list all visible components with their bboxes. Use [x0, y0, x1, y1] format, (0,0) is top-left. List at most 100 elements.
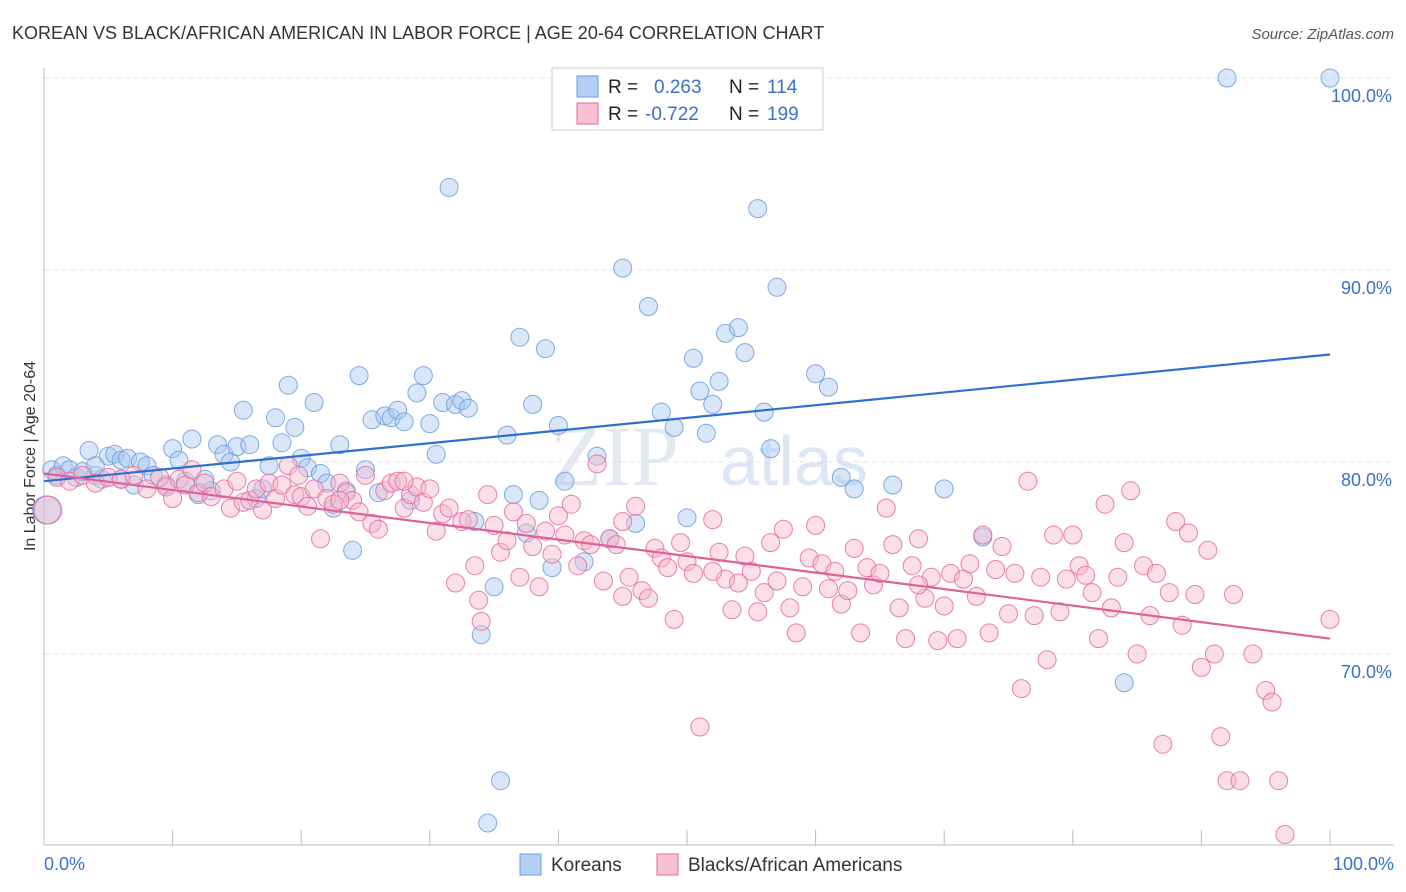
korean-point — [323, 498, 343, 518]
black-point — [478, 485, 498, 505]
korean-point — [696, 423, 716, 443]
y-tick-label-80: 80.0% — [1341, 470, 1392, 490]
korean-point — [246, 489, 266, 508]
black-point — [163, 489, 183, 508]
black-point — [780, 598, 800, 618]
korean-point — [510, 327, 530, 347]
black-point — [510, 567, 530, 587]
black-point — [1269, 771, 1289, 791]
black-point — [619, 567, 639, 587]
black-point — [1211, 727, 1231, 747]
black-point — [806, 515, 826, 535]
trend-lines — [43, 353, 1331, 640]
black-point — [529, 577, 549, 597]
korean-point — [330, 435, 350, 455]
black-point — [246, 479, 266, 499]
black-point — [947, 629, 967, 649]
black-point — [150, 467, 170, 487]
black-point — [909, 529, 928, 549]
black-point — [1114, 533, 1134, 553]
black-point — [658, 558, 678, 578]
black-point — [1243, 644, 1263, 664]
black-point — [1056, 569, 1076, 589]
black-point — [568, 556, 588, 576]
black-point — [375, 481, 395, 501]
korean-point — [831, 467, 851, 487]
black-point — [741, 561, 761, 581]
black-point — [182, 460, 202, 480]
korean-point — [613, 258, 633, 278]
korean-point — [111, 450, 131, 470]
black-point — [876, 498, 896, 518]
black-point — [272, 475, 292, 495]
black-point — [1044, 525, 1063, 545]
black-point — [664, 609, 684, 629]
korean-point — [388, 400, 408, 420]
korean-point — [503, 485, 523, 505]
korean-point — [446, 394, 465, 414]
black-point — [1063, 525, 1083, 545]
black-point — [561, 494, 581, 514]
x-tick-label-min: 0.0% — [44, 854, 85, 874]
black-point — [1217, 771, 1237, 791]
korean-point — [523, 394, 543, 414]
black-point — [1089, 629, 1108, 649]
black-point — [542, 544, 562, 564]
legend-koreans-label: Koreans — [551, 855, 622, 876]
black-point — [469, 590, 489, 610]
korean-point — [819, 377, 838, 397]
black-point — [1005, 563, 1025, 583]
korean-point — [761, 439, 781, 459]
black-point — [1262, 692, 1282, 712]
black-point — [323, 494, 343, 514]
black-point — [420, 479, 440, 499]
y-axis-label: In Labor Force | Age 20-64 — [22, 361, 39, 551]
black-point — [703, 561, 723, 581]
korean-point — [735, 343, 755, 363]
korean-point — [638, 297, 658, 316]
black-point — [1050, 602, 1070, 622]
korean-point — [240, 435, 260, 455]
black-point — [1095, 494, 1115, 514]
legend-blacks-label: Blacks/African Americans — [688, 855, 902, 876]
koreans-swatch — [576, 75, 599, 98]
korean-point — [169, 450, 189, 470]
black-point — [1076, 565, 1096, 585]
black-point — [941, 563, 961, 583]
black-point — [356, 465, 375, 485]
black-point — [1121, 481, 1141, 501]
korean-point — [266, 408, 285, 428]
korean-point — [555, 471, 575, 491]
black-point — [471, 611, 491, 631]
korean-point — [163, 439, 183, 459]
black-point — [1256, 681, 1276, 700]
black-point — [896, 629, 916, 649]
black-point — [1224, 585, 1243, 604]
black-point — [1018, 471, 1038, 491]
korean-point — [285, 417, 305, 437]
black-point — [722, 600, 742, 620]
series-legend: Koreans Blacks/African Americans — [519, 853, 902, 876]
korean-point — [542, 558, 562, 578]
black-point — [786, 623, 806, 643]
korean-point — [664, 417, 684, 437]
chart-title: KOREAN VS BLACK/AFRICAN AMERICAN IN LABO… — [12, 23, 824, 43]
chart-source: Source: ZipAtlas.com — [1251, 26, 1394, 43]
black-point — [1153, 734, 1173, 754]
black-point — [883, 535, 903, 555]
korean-point — [304, 393, 324, 412]
blacks-n-label: N = — [729, 104, 759, 125]
korean-point — [484, 577, 504, 597]
black-point — [626, 496, 646, 516]
black-point — [1127, 644, 1147, 664]
black-point — [851, 623, 871, 643]
black-point — [632, 581, 652, 601]
black-point — [1191, 657, 1211, 677]
korean-point — [883, 475, 903, 495]
black-point — [124, 465, 144, 485]
blacks-trend-line — [43, 472, 1331, 640]
korean-point — [1114, 673, 1134, 693]
y-tick-labels: 100.0% 90.0% 80.0% 70.0% — [1331, 86, 1392, 682]
korean-point — [182, 429, 202, 449]
koreans-r-value: 0.263 — [654, 77, 702, 98]
